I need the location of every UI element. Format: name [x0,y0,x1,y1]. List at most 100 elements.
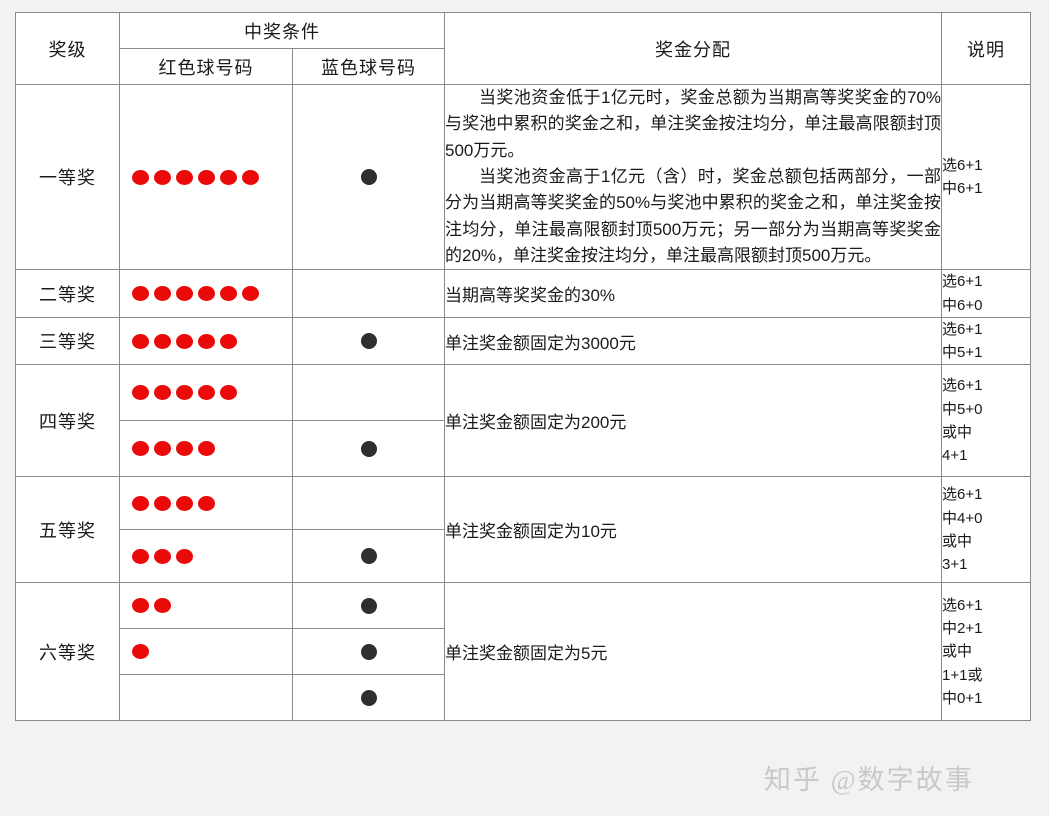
table-row: 六等奖 单注奖金额固定为5元 选6+1 中2+1 或中 1 [15,582,1031,722]
red-ball-icon [220,169,237,185]
blue-ball-cell [292,364,445,478]
red-ball-icon [154,385,171,401]
red-ball-icon [132,644,149,660]
blue-ball-icon [360,440,377,457]
red-ball-subtable [120,365,292,476]
red-ball-icon [154,286,171,302]
note-cell: 选6+1 中6+1 [941,83,1031,271]
red-ball-icon [198,169,215,185]
prize-level-cell: 五等奖 [15,476,120,584]
blue-ball-group [293,440,444,458]
blue-ball-group [293,384,444,402]
red-ball-cell [119,476,293,584]
red-ball-cell [119,269,293,318]
prize-level-cell: 三等奖 [15,316,120,366]
blue-ball-cell [292,476,445,584]
red-ball-group [120,597,292,615]
red-ball-cell [119,83,293,271]
red-ball-icon [132,495,149,511]
table-body: 一等奖 当奖池资金低于1亿元时，奖金总额为当期高等奖奖金的70%与奖池中累积的奖… [15,83,1031,722]
blue-ball-icon [360,689,377,706]
prize-allocation-cell: 单注奖金额固定为200元 [444,364,942,478]
note-line: 4+1 [942,447,968,465]
blue-ball-subtable [293,583,444,720]
note-cell: 选6+1 中5+0 或中 4+1 [941,364,1031,478]
blue-ball-group [293,597,444,615]
prize-allocation-cell: 单注奖金额固定为3000元 [444,316,942,366]
note-cell: 选6+1 中4+0 或中 3+1 [941,476,1031,584]
note-line: 选6+1 [942,273,983,291]
prize-allocation-cell: 单注奖金额固定为5元 [444,582,942,722]
red-ball-group [120,689,292,707]
red-ball-icon [132,286,149,302]
red-ball-group [120,440,292,458]
red-ball-icon [198,441,215,457]
red-ball-icon [132,385,149,401]
red-ball-group [120,168,292,186]
red-ball-icon [154,548,171,564]
header-condition: 中奖条件 [119,12,445,49]
prize-level-cell: 四等奖 [15,364,120,478]
red-ball-group [120,384,292,402]
blue-ball-subtable [293,365,444,476]
prize-allocation-paragraph: 当奖池资金低于1亿元时，奖金总额为当期高等奖奖金的70%与奖池中累积的奖金之和，… [445,88,941,160]
red-ball-icon [220,286,237,302]
red-ball-icon [132,169,149,185]
red-ball-group [120,332,292,350]
red-ball-icon [132,441,149,457]
note-line: 或中 [942,532,973,550]
blue-ball-icon [360,643,377,660]
note-line: 选6+1 [942,156,983,174]
red-ball-subtable [120,477,292,582]
note-line: 中5+1 [942,344,983,362]
note-line: 1+1或 [942,666,983,684]
blue-ball-group [293,332,444,350]
red-ball-icon [176,169,193,185]
blue-ball-icon [360,169,377,186]
red-ball-group [120,494,292,512]
red-ball-icon [198,333,215,349]
red-ball-group [120,285,292,303]
table-row: 一等奖 当奖池资金低于1亿元时，奖金总额为当期高等奖奖金的70%与奖池中累积的奖… [15,83,1031,271]
prize-allocation-cell: 当奖池资金低于1亿元时，奖金总额为当期高等奖奖金的70%与奖池中累积的奖金之和，… [444,83,942,271]
blue-ball-group [293,494,444,512]
red-ball-icon [154,598,171,614]
blue-ball-icon [360,333,377,350]
blue-ball-group [293,168,444,186]
red-ball-icon [176,286,193,302]
note-line: 3+1 [942,556,968,574]
red-ball-icon [154,495,171,511]
note-line: 中2+1 [942,620,983,638]
blue-ball-group [293,285,444,303]
blue-ball-group [293,547,444,565]
blue-ball-cell [292,582,445,722]
note-line: 选6+1 [942,320,983,338]
table-row: 二等奖 当期高等奖奖金的30% 选6+1 中6+0 [15,269,1031,318]
prize-allocation-paragraph: 当奖池资金高于1亿元（含）时，奖金总额包括两部分，一部分为当期高等奖奖金的50%… [445,167,941,266]
red-ball-icon [242,286,259,302]
red-ball-icon [176,548,193,564]
red-ball-icon [132,598,149,614]
header-blue-ball: 蓝色球号码 [292,48,445,85]
note-line: 中6+0 [942,296,983,314]
table-row: 四等奖 单注奖金额固定为200元 选6+1 中5+0 或中 4+1 [15,364,1031,478]
header-level: 奖级 [15,12,120,85]
table-row: 三等奖 单注奖金额固定为3000元 选6+1 中5+1 [15,316,1031,366]
blue-ball-cell [292,83,445,271]
prize-allocation-cell: 单注奖金额固定为10元 [444,476,942,584]
note-line: 或中 [942,643,973,661]
red-ball-icon [176,333,193,349]
red-ball-subtable [120,583,292,720]
note-line: 选6+1 [942,377,983,395]
note-line: 选6+1 [942,596,983,614]
red-ball-group [120,643,292,661]
blue-ball-icon [360,597,377,614]
red-ball-icon [154,169,171,185]
table-row: 五等奖 单注奖金额固定为10元 选6+1 中4+0 或中 3+1 [15,476,1031,584]
red-ball-cell [119,582,293,722]
blue-ball-group [293,643,444,661]
table-header-row-1: 奖级 中奖条件 奖金分配 说明 [15,12,1031,85]
header-prize-allocation: 奖金分配 [444,12,942,85]
red-ball-icon [242,169,259,185]
